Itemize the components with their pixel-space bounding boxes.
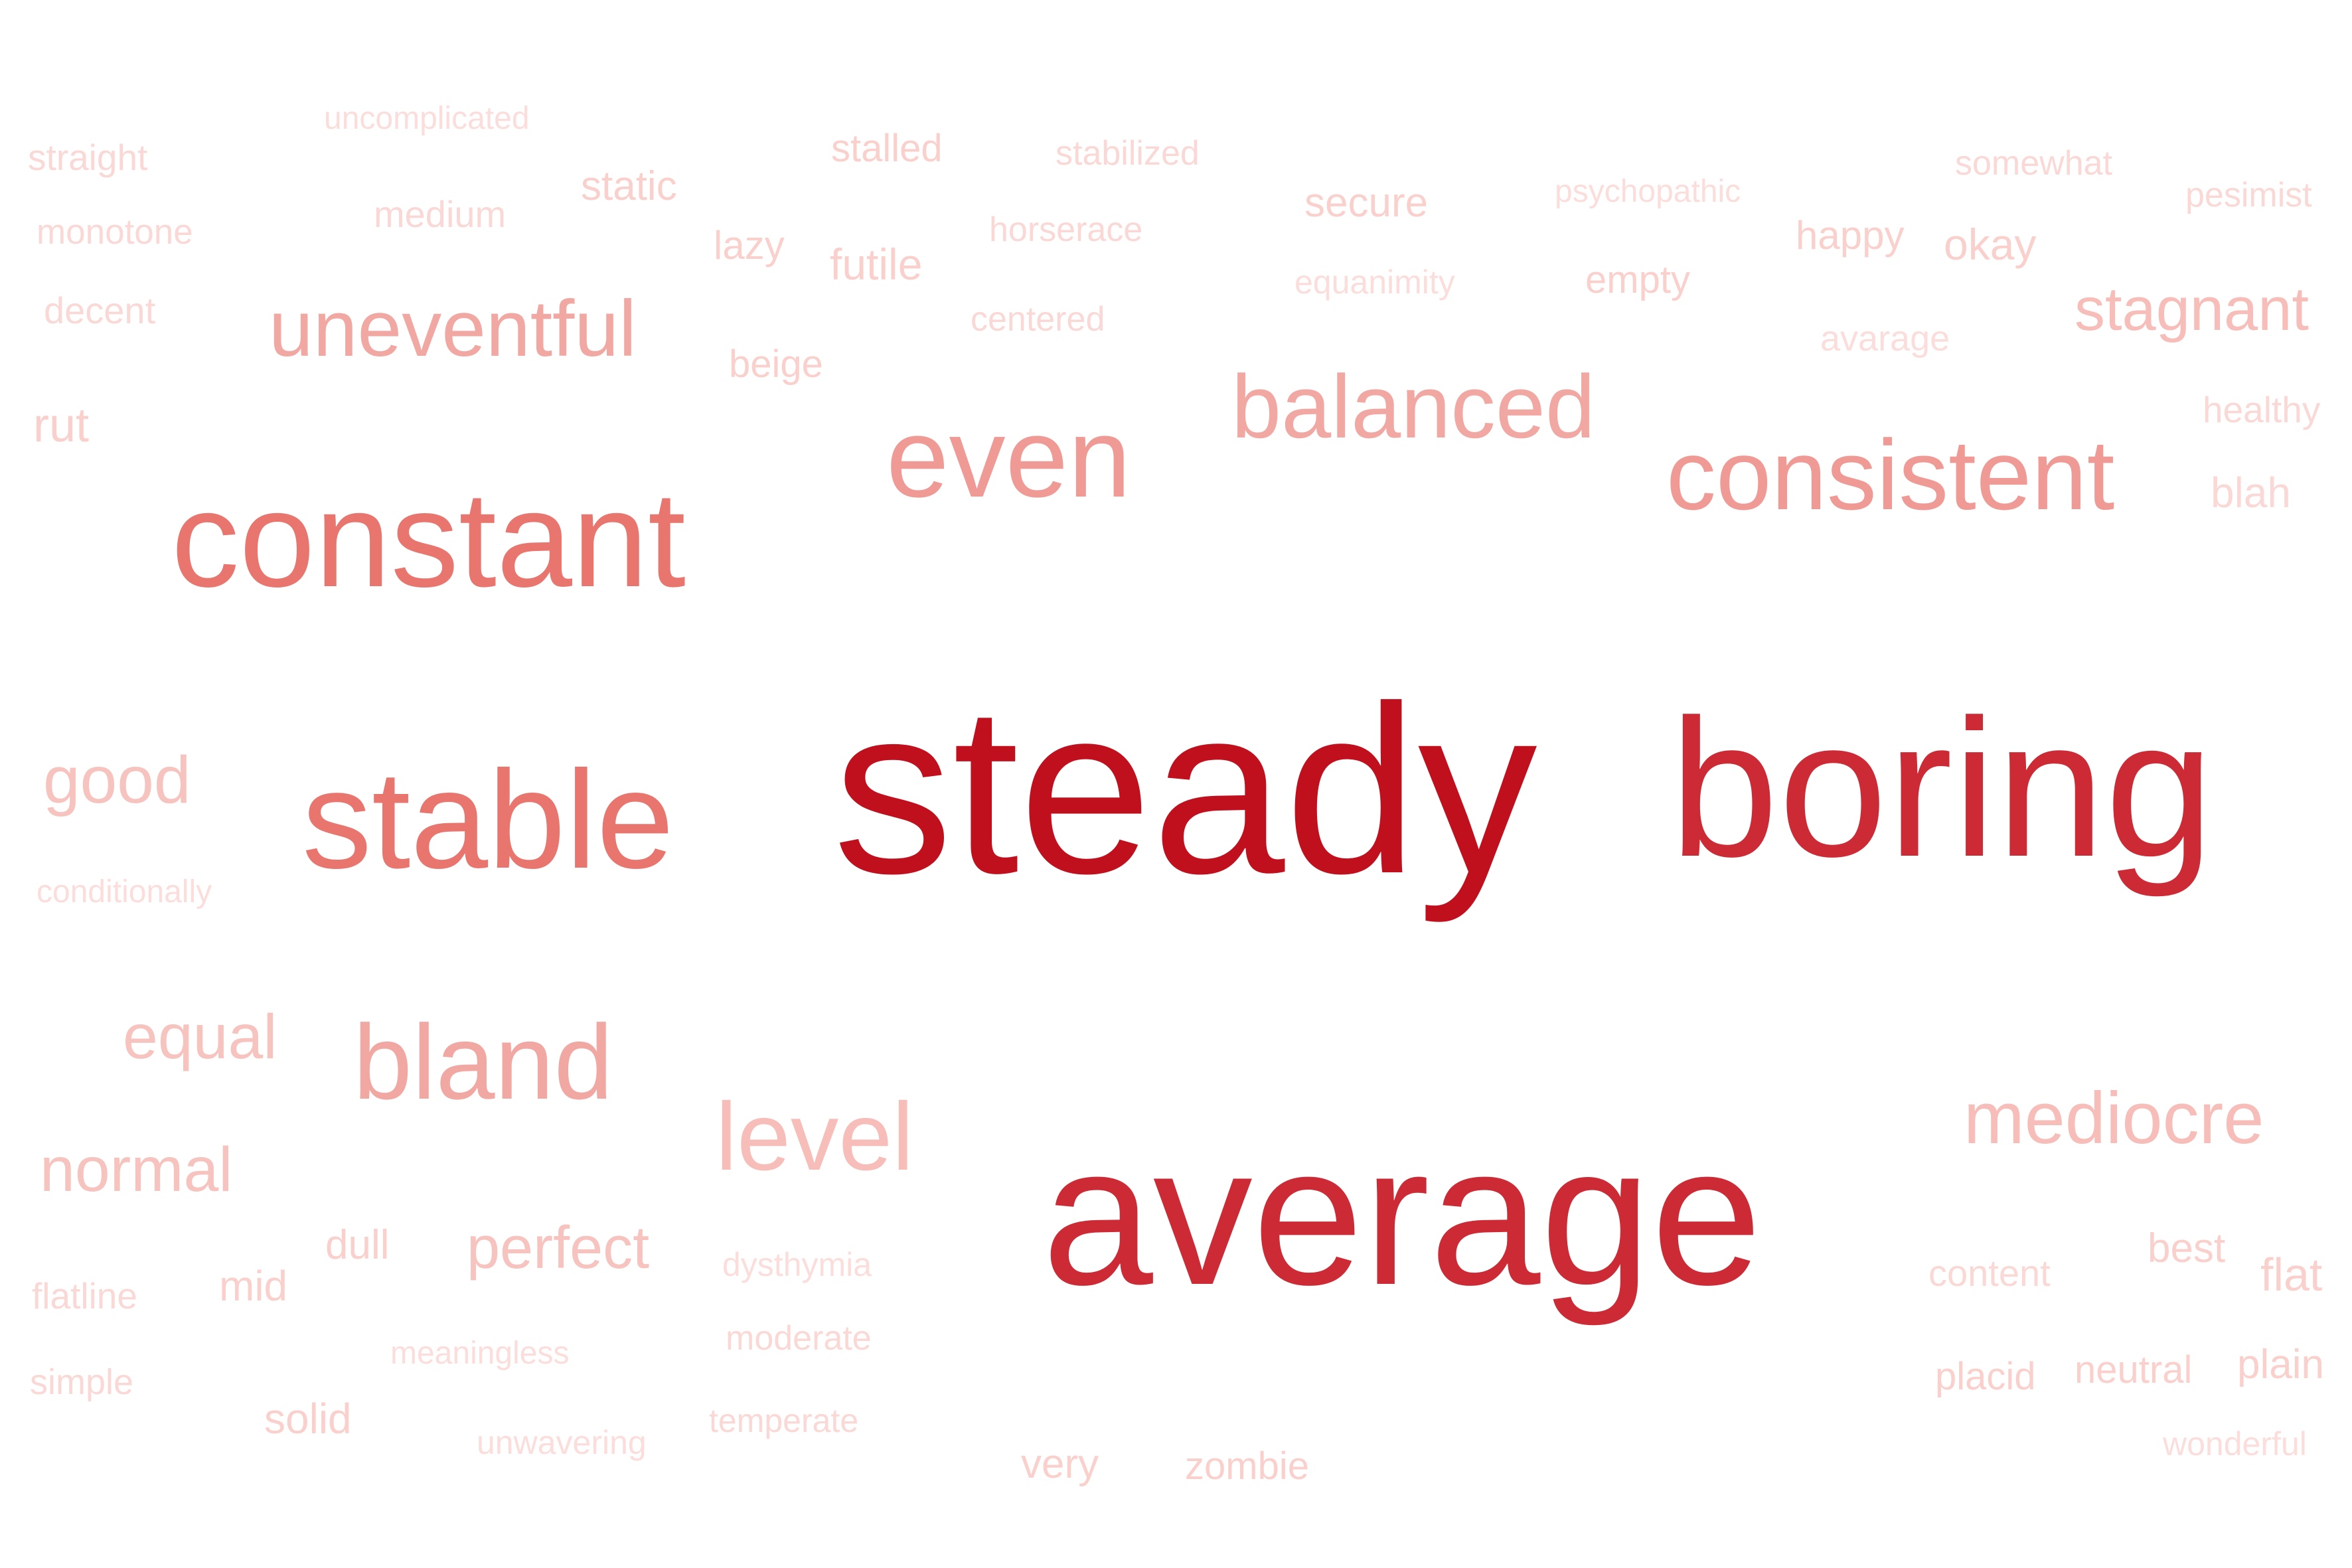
word-meaningless: meaningless: [390, 1336, 570, 1371]
word-normal: normal: [40, 1135, 233, 1205]
word-medium: medium: [374, 193, 507, 235]
word-rut: rut: [33, 399, 90, 452]
word-content: content: [1928, 1252, 2051, 1294]
word-uneventful: uneventful: [269, 284, 637, 373]
word-lazy: lazy: [714, 223, 785, 268]
word-solid: solid: [264, 1395, 352, 1443]
word-stalled: stalled: [831, 127, 943, 170]
word-zombie: zombie: [1185, 1445, 1309, 1488]
word-best: best: [2148, 1225, 2226, 1271]
word-static: static: [581, 163, 677, 209]
word-good: good: [43, 743, 191, 817]
word-somewhat: somewhat: [1955, 144, 2112, 183]
word-stagnant: stagnant: [2075, 275, 2309, 343]
word-boring: boring: [1670, 678, 2215, 898]
word-conditionally: conditionally: [37, 874, 212, 909]
word-uncomplicated: uncomplicated: [324, 101, 530, 136]
word-plain: plain: [2237, 1342, 2324, 1387]
word-flat: flat: [2260, 1249, 2323, 1300]
word-placid: placid: [1935, 1355, 2036, 1398]
word-bland: bland: [353, 1002, 613, 1121]
word-even: even: [886, 395, 1131, 521]
word-secure: secure: [1304, 180, 1429, 226]
word-centered: centered: [971, 300, 1105, 339]
word-healthy: healthy: [2203, 389, 2321, 430]
word-temperate: temperate: [709, 1402, 859, 1439]
word-perfect: perfect: [467, 1215, 650, 1281]
word-equanimity: equanimity: [1294, 264, 1455, 301]
word-moderate: moderate: [726, 1319, 872, 1358]
word-wonderful: wonderful: [2163, 1425, 2307, 1462]
word-very: very: [1021, 1441, 1099, 1487]
word-consistent: consistent: [1666, 419, 2115, 530]
word-monotone: monotone: [37, 212, 193, 252]
word-constant: constant: [171, 463, 686, 615]
word-flatline: flatline: [32, 1275, 137, 1316]
word-stabilized: stabilized: [1056, 134, 1200, 173]
word-level: level: [716, 1083, 914, 1190]
word-decent: decent: [44, 289, 156, 331]
word-avarage: avarage: [1820, 319, 1950, 358]
word-empty: empty: [1585, 258, 1690, 301]
word-pesimist: pesimist: [2185, 176, 2312, 214]
word-dull: dull: [325, 1222, 390, 1268]
word-mediocre: mediocre: [1964, 1077, 2264, 1159]
word-equal: equal: [123, 1002, 277, 1072]
word-steady: steady: [833, 657, 1537, 923]
word-average: average: [1042, 1103, 1763, 1326]
word-unwavering: unwavering: [477, 1424, 647, 1461]
word-dysthymia: dysthymia: [722, 1246, 872, 1283]
word-beige: beige: [729, 343, 823, 386]
word-psychopathic: psychopathic: [1555, 174, 1741, 209]
word-happy: happy: [1796, 213, 1905, 258]
word-blah: blah: [2211, 469, 2291, 516]
word-balanced: balanced: [1231, 356, 1595, 457]
word-futile: futile: [830, 240, 923, 289]
word-simple: simple: [30, 1362, 134, 1402]
word-stable: stable: [302, 742, 674, 898]
word-okay: okay: [1944, 220, 2037, 269]
word-neutral: neutral: [2075, 1348, 2193, 1391]
word-mid: mid: [219, 1262, 288, 1310]
word-straight: straight: [28, 137, 148, 178]
word-horserace: horserace: [989, 210, 1143, 249]
